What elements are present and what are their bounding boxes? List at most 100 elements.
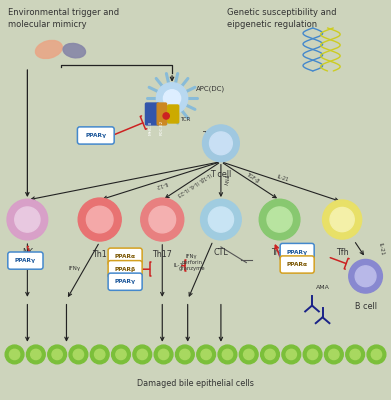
FancyBboxPatch shape [108,261,142,278]
Ellipse shape [90,345,109,364]
Circle shape [141,198,184,241]
Ellipse shape [176,345,194,364]
Text: IL-1β, IL-6, IL-23: IL-1β, IL-6, IL-23 [176,171,212,197]
Ellipse shape [218,345,237,364]
Ellipse shape [371,349,382,360]
FancyBboxPatch shape [77,127,114,144]
Text: Tfh: Tfh [336,248,348,257]
Ellipse shape [154,345,173,364]
Text: TGF-β: TGF-β [245,172,260,184]
Text: PPARγ: PPARγ [115,279,136,284]
Ellipse shape [239,345,258,364]
Circle shape [156,83,188,114]
Ellipse shape [9,349,20,360]
Text: MHC-II: MHC-II [149,121,152,135]
FancyBboxPatch shape [108,248,142,265]
FancyBboxPatch shape [145,103,159,125]
FancyBboxPatch shape [157,103,167,125]
Circle shape [330,208,354,232]
Circle shape [323,200,362,239]
Ellipse shape [36,40,62,58]
Text: PPARα: PPARα [287,262,308,267]
Circle shape [267,207,292,232]
Circle shape [149,206,176,233]
Ellipse shape [69,345,88,364]
Ellipse shape [346,345,364,364]
Text: APC(DC): APC(DC) [196,85,224,92]
Ellipse shape [303,345,322,364]
Circle shape [355,266,376,287]
Circle shape [259,199,300,240]
Ellipse shape [95,349,105,360]
Text: Damaged bile epithelial cells: Damaged bile epithelial cells [137,379,254,388]
Ellipse shape [158,349,169,360]
Ellipse shape [201,349,211,360]
Text: TCR: TCR [180,117,190,122]
Text: CTL: CTL [213,248,228,258]
FancyBboxPatch shape [168,105,179,123]
Text: IL-12: IL-12 [155,180,168,189]
FancyBboxPatch shape [8,252,43,269]
Text: Genetic susceptibility and
eipgenetic regulation: Genetic susceptibility and eipgenetic re… [227,8,336,29]
Ellipse shape [222,349,233,360]
Ellipse shape [197,345,215,364]
Ellipse shape [265,349,275,360]
Text: PPARγ: PPARγ [287,250,308,254]
Ellipse shape [286,349,296,360]
Ellipse shape [244,349,254,360]
Text: PPARα: PPARα [115,254,136,259]
Ellipse shape [48,345,66,364]
Circle shape [201,199,241,240]
Text: IL-17: IL-17 [174,263,188,268]
Text: AMA: AMA [316,285,330,290]
Text: Th1: Th1 [92,250,107,259]
Text: IL-21: IL-21 [276,174,289,182]
Ellipse shape [116,349,126,360]
Circle shape [349,260,382,293]
Circle shape [86,206,113,233]
Ellipse shape [350,349,361,360]
Ellipse shape [137,349,147,360]
Text: PDC-E2: PDC-E2 [160,120,163,135]
Text: T cell: T cell [203,131,224,140]
Text: IL-21: IL-21 [377,242,384,256]
Text: T cell: T cell [210,170,231,179]
Text: PPARγ: PPARγ [15,258,36,263]
Ellipse shape [367,345,386,364]
Ellipse shape [307,349,318,360]
Circle shape [15,207,40,232]
Ellipse shape [325,345,343,364]
Text: NK: NK [22,248,33,258]
Ellipse shape [30,349,41,360]
Ellipse shape [63,44,86,58]
Ellipse shape [329,349,339,360]
Circle shape [210,132,232,155]
FancyBboxPatch shape [280,244,314,261]
Text: PPARβ: PPARβ [115,267,136,272]
Text: IFNγ: IFNγ [222,176,227,186]
Circle shape [163,90,181,107]
Ellipse shape [73,349,84,360]
FancyBboxPatch shape [108,273,142,290]
Ellipse shape [111,345,130,364]
Ellipse shape [133,345,152,364]
Circle shape [163,113,169,119]
Text: IFNγ
perforin
granzyme: IFNγ perforin granzyme [178,254,205,271]
Text: B cell: B cell [355,302,377,311]
Text: Th17: Th17 [152,250,172,259]
Ellipse shape [27,345,45,364]
Ellipse shape [5,345,24,364]
Ellipse shape [180,349,190,360]
Text: PPARγ: PPARγ [85,133,106,138]
Circle shape [203,125,239,162]
Circle shape [208,207,233,232]
Circle shape [78,198,121,241]
FancyBboxPatch shape [280,256,314,273]
Ellipse shape [282,345,301,364]
Text: Treg: Treg [271,248,288,258]
Ellipse shape [52,349,62,360]
Ellipse shape [261,345,280,364]
Text: IFNγ: IFNγ [68,266,81,271]
Circle shape [7,199,48,240]
Text: Environmental trigger and
molecular mimicry: Environmental trigger and molecular mimi… [8,8,119,29]
